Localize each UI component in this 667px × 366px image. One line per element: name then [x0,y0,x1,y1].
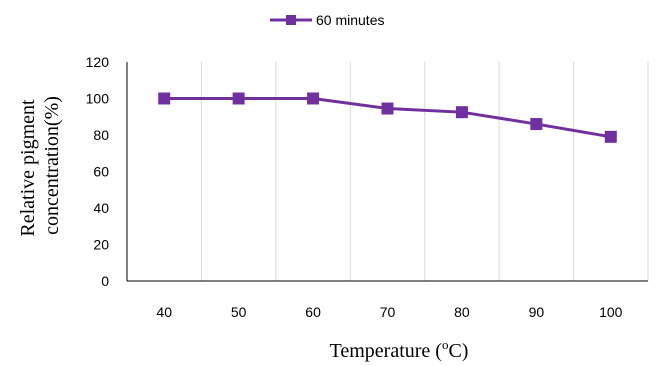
data-point-50 [232,92,245,105]
x-axis-title-suffix: C) [448,340,468,362]
data-point-70 [381,102,394,115]
y-tick-label-60: 60 [93,164,109,180]
x-tick-labels: 40 50 60 70 80 90 100 [156,304,622,320]
legend: 60 minutes [270,12,384,28]
legend-label: 60 minutes [316,12,384,28]
legend-marker [286,15,296,25]
data-point-80 [455,106,468,119]
series-60-minutes [158,92,617,143]
axes [126,62,648,282]
y-axis-title: Relative pigment concentration(%) [17,94,63,236]
x-axis-title-prefix: Temperature ( [330,340,443,362]
x-tick-label-80: 80 [454,304,470,320]
y-tick-labels: 0 20 40 60 80 100 120 [86,54,110,289]
y-axis-title-line2: concentration(%) [41,96,63,235]
data-point-60 [307,92,320,105]
y-tick-label-80: 80 [93,127,109,143]
x-tick-label-50: 50 [231,304,247,320]
x-tick-label-60: 60 [305,304,321,320]
data-point-40 [158,92,171,105]
data-point-100 [604,130,617,143]
y-tick-label-120: 120 [86,54,110,70]
x-axis-title: Temperature (oC) [330,337,469,362]
y-tick-label-0: 0 [101,273,109,289]
y-tick-label-20: 20 [93,237,109,253]
data-point-90 [530,118,543,131]
x-tick-label-40: 40 [156,304,172,320]
y-tick-label-100: 100 [86,91,110,107]
x-axis-title-sup: o [442,337,449,352]
x-tick-label-70: 70 [380,304,396,320]
x-tick-label-100: 100 [599,304,623,320]
x-tick-label-90: 90 [529,304,545,320]
y-tick-label-40: 40 [93,200,109,216]
y-axis-title-line1: Relative pigment [17,99,39,237]
gridlines [200,62,649,281]
